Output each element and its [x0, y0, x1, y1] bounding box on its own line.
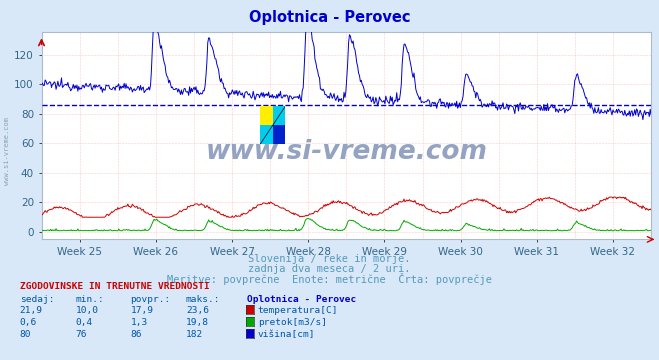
Text: www.si-vreme.com: www.si-vreme.com	[206, 139, 487, 166]
Text: sedaj:: sedaj:	[20, 296, 54, 305]
Text: Slovenija / reke in morje.: Slovenija / reke in morje.	[248, 254, 411, 264]
Text: 23,6: 23,6	[186, 306, 209, 315]
Text: višina[cm]: višina[cm]	[258, 330, 315, 339]
Text: Oplotnica - Perovec: Oplotnica - Perovec	[248, 10, 411, 25]
Text: zadnja dva meseca / 2 uri.: zadnja dva meseca / 2 uri.	[248, 264, 411, 274]
Text: 17,9: 17,9	[130, 306, 154, 315]
Text: temperatura[C]: temperatura[C]	[258, 306, 338, 315]
Text: 86: 86	[130, 330, 142, 339]
Text: min.:: min.:	[76, 296, 105, 305]
Text: 76: 76	[76, 330, 87, 339]
Text: 80: 80	[20, 330, 31, 339]
Text: www.si-vreme.com: www.si-vreme.com	[4, 117, 10, 185]
Bar	[273, 106, 285, 125]
Text: 182: 182	[186, 330, 203, 339]
Bar	[260, 125, 273, 144]
Text: Oplotnica - Perovec: Oplotnica - Perovec	[247, 296, 357, 305]
Text: 0,6: 0,6	[20, 318, 37, 327]
Text: 1,3: 1,3	[130, 318, 148, 327]
Bar	[273, 125, 285, 144]
Bar	[260, 106, 273, 125]
Text: 0,4: 0,4	[76, 318, 93, 327]
Text: maks.:: maks.:	[186, 296, 220, 305]
Text: povpr.:: povpr.:	[130, 296, 171, 305]
Text: 21,9: 21,9	[20, 306, 43, 315]
Text: ZGODOVINSKE IN TRENUTNE VREDNOSTI: ZGODOVINSKE IN TRENUTNE VREDNOSTI	[20, 282, 210, 291]
Text: 10,0: 10,0	[76, 306, 99, 315]
Text: 19,8: 19,8	[186, 318, 209, 327]
Text: Meritve: povprečne  Enote: metrične  Črta: povprečje: Meritve: povprečne Enote: metrične Črta:…	[167, 273, 492, 285]
Text: pretok[m3/s]: pretok[m3/s]	[258, 318, 327, 327]
